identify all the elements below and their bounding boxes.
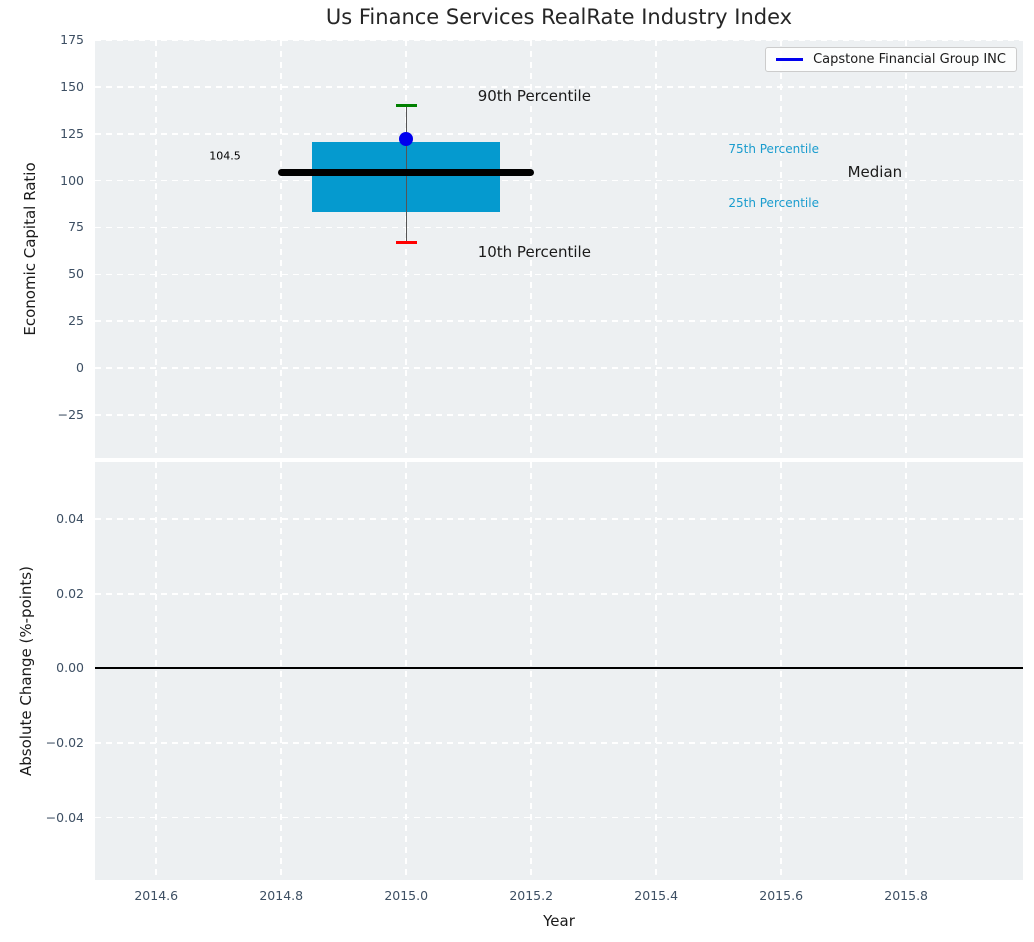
h-gridline — [95, 320, 1023, 322]
h-gridline — [95, 226, 1023, 229]
top-plot-area: Capstone Financial Group INC 104.5 90th P… — [95, 39, 1023, 458]
v-gridline — [905, 40, 907, 458]
bottom-plot-area — [95, 462, 1023, 880]
legend: Capstone Financial Group INC — [765, 47, 1017, 72]
x-tick-label: 2015.2 — [509, 888, 554, 903]
p25-label: 25th Percentile — [728, 196, 819, 211]
legend-line-sample — [776, 58, 804, 61]
y-tick-label: 75 — [68, 219, 84, 235]
y-tick-label: 125 — [60, 125, 84, 141]
company-data-point — [399, 132, 414, 147]
h-gridline — [95, 273, 1023, 276]
y-tick-label: 100 — [60, 172, 84, 188]
x-tick-label: 2014.8 — [259, 888, 304, 903]
top-y-axis-label: Economic Capital Ratio — [21, 162, 39, 336]
v-gridline — [530, 40, 532, 458]
median-line — [278, 168, 535, 176]
y-tick-label: −25 — [57, 406, 84, 422]
y-tick-label: 150 — [60, 78, 84, 94]
h-gridline — [95, 592, 1023, 595]
y-tick-label: 0 — [76, 360, 84, 376]
v-gridline — [780, 40, 782, 458]
v-gridline — [530, 462, 532, 880]
h-gridline — [95, 86, 1023, 88]
y-tick-label: 0.04 — [56, 511, 84, 527]
v-gridline — [405, 40, 407, 458]
cap-90th — [395, 104, 417, 107]
y-tick-label: −0.02 — [45, 735, 84, 751]
p10-label: 10th Percentile — [477, 242, 591, 261]
v-gridline — [280, 462, 283, 880]
x-tick-label: 2015.6 — [759, 888, 804, 903]
h-gridline — [95, 518, 1023, 520]
legend-label: Capstone Financial Group INC — [813, 52, 1006, 67]
h-gridline — [95, 132, 1023, 135]
chart-title: Us Finance Services RealRate Industry In… — [325, 5, 793, 29]
h-gridline — [95, 39, 1023, 41]
v-gridline — [780, 462, 782, 880]
h-gridline — [95, 414, 1023, 416]
h-gridline — [95, 816, 1023, 819]
x-tick-label: 2015.4 — [634, 888, 679, 903]
v-gridline — [155, 462, 158, 880]
v-gridline — [155, 40, 158, 458]
v-gridline — [655, 40, 657, 458]
median-value-label: 104.5 — [209, 149, 241, 163]
y-tick-label: 0.00 — [56, 660, 84, 676]
v-gridline — [905, 462, 907, 880]
cap-10th — [395, 241, 417, 244]
y-tick-label: −0.04 — [45, 809, 84, 825]
p90-label: 90th Percentile — [477, 87, 591, 106]
h-gridline — [95, 179, 1023, 182]
y-tick-label: 25 — [68, 313, 84, 329]
y-tick-label: 50 — [68, 266, 84, 282]
median-label: Median — [847, 163, 903, 182]
y-tick-label: 175 — [60, 32, 84, 47]
x-axis-label: Year — [543, 912, 575, 930]
x-tick-label: 2015.8 — [884, 888, 929, 903]
v-gridline — [405, 462, 407, 880]
x-tick-label: 2015.0 — [384, 888, 429, 903]
h-gridline — [95, 367, 1023, 369]
p75-label: 75th Percentile — [728, 141, 819, 156]
zero-line — [95, 667, 1023, 670]
v-gridline — [280, 40, 283, 458]
y-tick-label: 0.02 — [56, 585, 84, 601]
v-gridline — [655, 462, 657, 880]
h-gridline — [95, 742, 1023, 744]
x-tick-label: 2014.6 — [134, 888, 179, 903]
